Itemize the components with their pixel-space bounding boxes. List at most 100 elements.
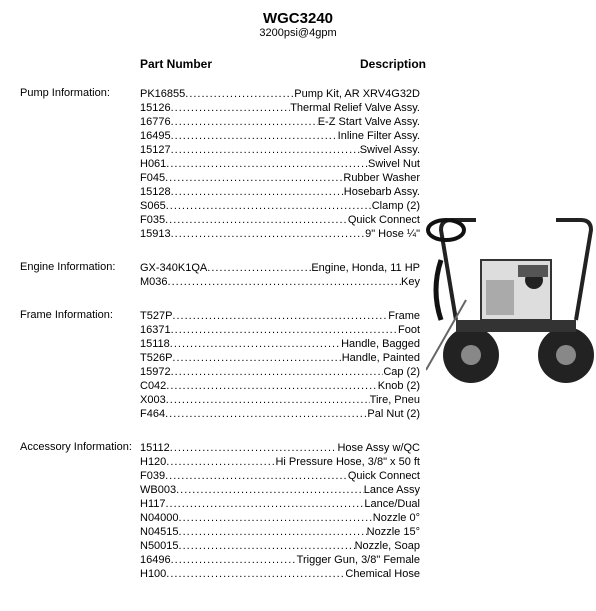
part-description: Swivel Assy. [360, 143, 420, 157]
leader-dots [171, 101, 291, 115]
part-row: S065 Clamp (2) [140, 199, 420, 213]
leader-dots [179, 525, 367, 539]
part-description: Nozzle 0° [373, 511, 420, 525]
part-description: Hose Assy w/QC [337, 441, 420, 455]
part-number: F464 [140, 407, 165, 421]
part-row: N04000 Nozzle 0° [140, 511, 420, 525]
part-description: 9" Hose ¼" [365, 227, 420, 241]
part-description: Key [401, 275, 420, 289]
part-number: N04000 [140, 511, 179, 525]
leader-dots [165, 469, 348, 483]
part-row: 16776 E-Z Start Valve Assy. [140, 115, 420, 129]
leader-dots [170, 441, 338, 455]
leader-dots [166, 393, 370, 407]
model-title: WGC3240 [20, 10, 576, 27]
part-number: H120 [140, 455, 166, 469]
part-row: 15913 9" Hose ¼" [140, 227, 420, 241]
part-row: 16371 Foot [140, 323, 420, 337]
part-row: PK16855 Pump Kit, AR XRV4G32D [140, 87, 420, 101]
part-description: Trigger Gun, 3/8" Female [297, 553, 420, 567]
part-row: F035 Quick Connect [140, 213, 420, 227]
part-number: N50015 [140, 539, 179, 553]
part-row: 15118 Handle, Bagged [140, 337, 420, 351]
section-rows: 15112 Hose Assy w/QCH120 Hi Pressure Hos… [140, 441, 420, 581]
part-number: N04515 [140, 525, 179, 539]
column-headers: Part Number Description [20, 57, 576, 71]
leader-dots [165, 213, 348, 227]
leader-dots [171, 365, 384, 379]
part-number: GX-340K1QA [140, 261, 207, 275]
part-description: Lance/Dual [364, 497, 420, 511]
part-description: Lance Assy [364, 483, 420, 497]
leader-dots [171, 129, 338, 143]
part-row: F039 Quick Connect [140, 469, 420, 483]
part-description: Pal Nut (2) [367, 407, 420, 421]
section-label: Accessory Information: [20, 441, 140, 453]
part-number: T527P [140, 309, 172, 323]
part-number: 16776 [140, 115, 171, 129]
part-description: Rubber Washer [343, 171, 420, 185]
section-label: Frame Information: [20, 309, 140, 321]
part-description: Quick Connect [348, 469, 420, 483]
part-number: 16496 [140, 553, 171, 567]
part-row: F045 Rubber Washer [140, 171, 420, 185]
part-number: H117 [140, 497, 165, 511]
section-rows: GX-340K1QA Engine, Honda, 11 HPM036 Key [140, 261, 420, 289]
part-number: 15112 [140, 441, 170, 455]
part-description: Swivel Nut [368, 157, 420, 171]
leader-dots [165, 407, 367, 421]
leader-dots [185, 87, 294, 101]
leader-dots [207, 261, 311, 275]
leader-dots [171, 143, 360, 157]
header-description: Description [360, 57, 426, 71]
part-row: F464 Pal Nut (2) [140, 407, 420, 421]
leader-dots [179, 539, 355, 553]
part-number: H100 [140, 567, 166, 581]
leader-dots [170, 337, 341, 351]
part-number: 15913 [140, 227, 171, 241]
part-row: T527P Frame [140, 309, 420, 323]
part-description: Knob (2) [378, 379, 420, 393]
part-row: 16496 Trigger Gun, 3/8" Female [140, 553, 420, 567]
leader-dots [166, 567, 345, 581]
part-row: H117 Lance/Dual [140, 497, 420, 511]
part-row: H061 Swivel Nut [140, 157, 420, 171]
leader-dots [176, 483, 364, 497]
header-part-number: Part Number [140, 57, 260, 71]
part-row: GX-340K1QA Engine, Honda, 11 HP [140, 261, 420, 275]
part-description: Nozzle 15° [367, 525, 420, 539]
part-number: S065 [140, 199, 166, 213]
leader-dots [171, 553, 297, 567]
part-number: M036 [140, 275, 168, 289]
leader-dots [168, 275, 402, 289]
part-number: H061 [140, 157, 166, 171]
part-number: 16371 [140, 323, 171, 337]
leader-dots [166, 199, 372, 213]
part-row: WB003 Lance Assy [140, 483, 420, 497]
leader-dots [165, 497, 364, 511]
part-description: E-Z Start Valve Assy. [318, 115, 420, 129]
part-description: Thermal Relief Valve Assy. [290, 101, 420, 115]
part-description: Chemical Hose [345, 567, 420, 581]
part-row: T526P Handle, Painted [140, 351, 420, 365]
part-row: 15126 Thermal Relief Valve Assy. [140, 101, 420, 115]
leader-dots [171, 323, 398, 337]
part-row: 15112 Hose Assy w/QC [140, 441, 420, 455]
leader-dots [166, 379, 378, 393]
leader-dots [172, 309, 388, 323]
leader-dots [166, 455, 275, 469]
part-description: Inline Filter Assy. [338, 129, 420, 143]
section-label: Pump Information: [20, 87, 140, 99]
part-number: F035 [140, 213, 165, 227]
part-row: 15127 Swivel Assy. [140, 143, 420, 157]
part-number: 15118 [140, 337, 170, 351]
part-description: Foot [398, 323, 420, 337]
part-row: N50015 Nozzle, Soap [140, 539, 420, 553]
part-row: H120 Hi Pressure Hose, 3/8" x 50 ft [140, 455, 420, 469]
part-number: 15127 [140, 143, 171, 157]
part-description: Engine, Honda, 11 HP [311, 261, 420, 275]
part-row: X003 Tire, Pneu [140, 393, 420, 407]
part-row: 15128 Hosebarb Assy. [140, 185, 420, 199]
leader-dots [171, 185, 344, 199]
part-row: 15972 Cap (2) [140, 365, 420, 379]
